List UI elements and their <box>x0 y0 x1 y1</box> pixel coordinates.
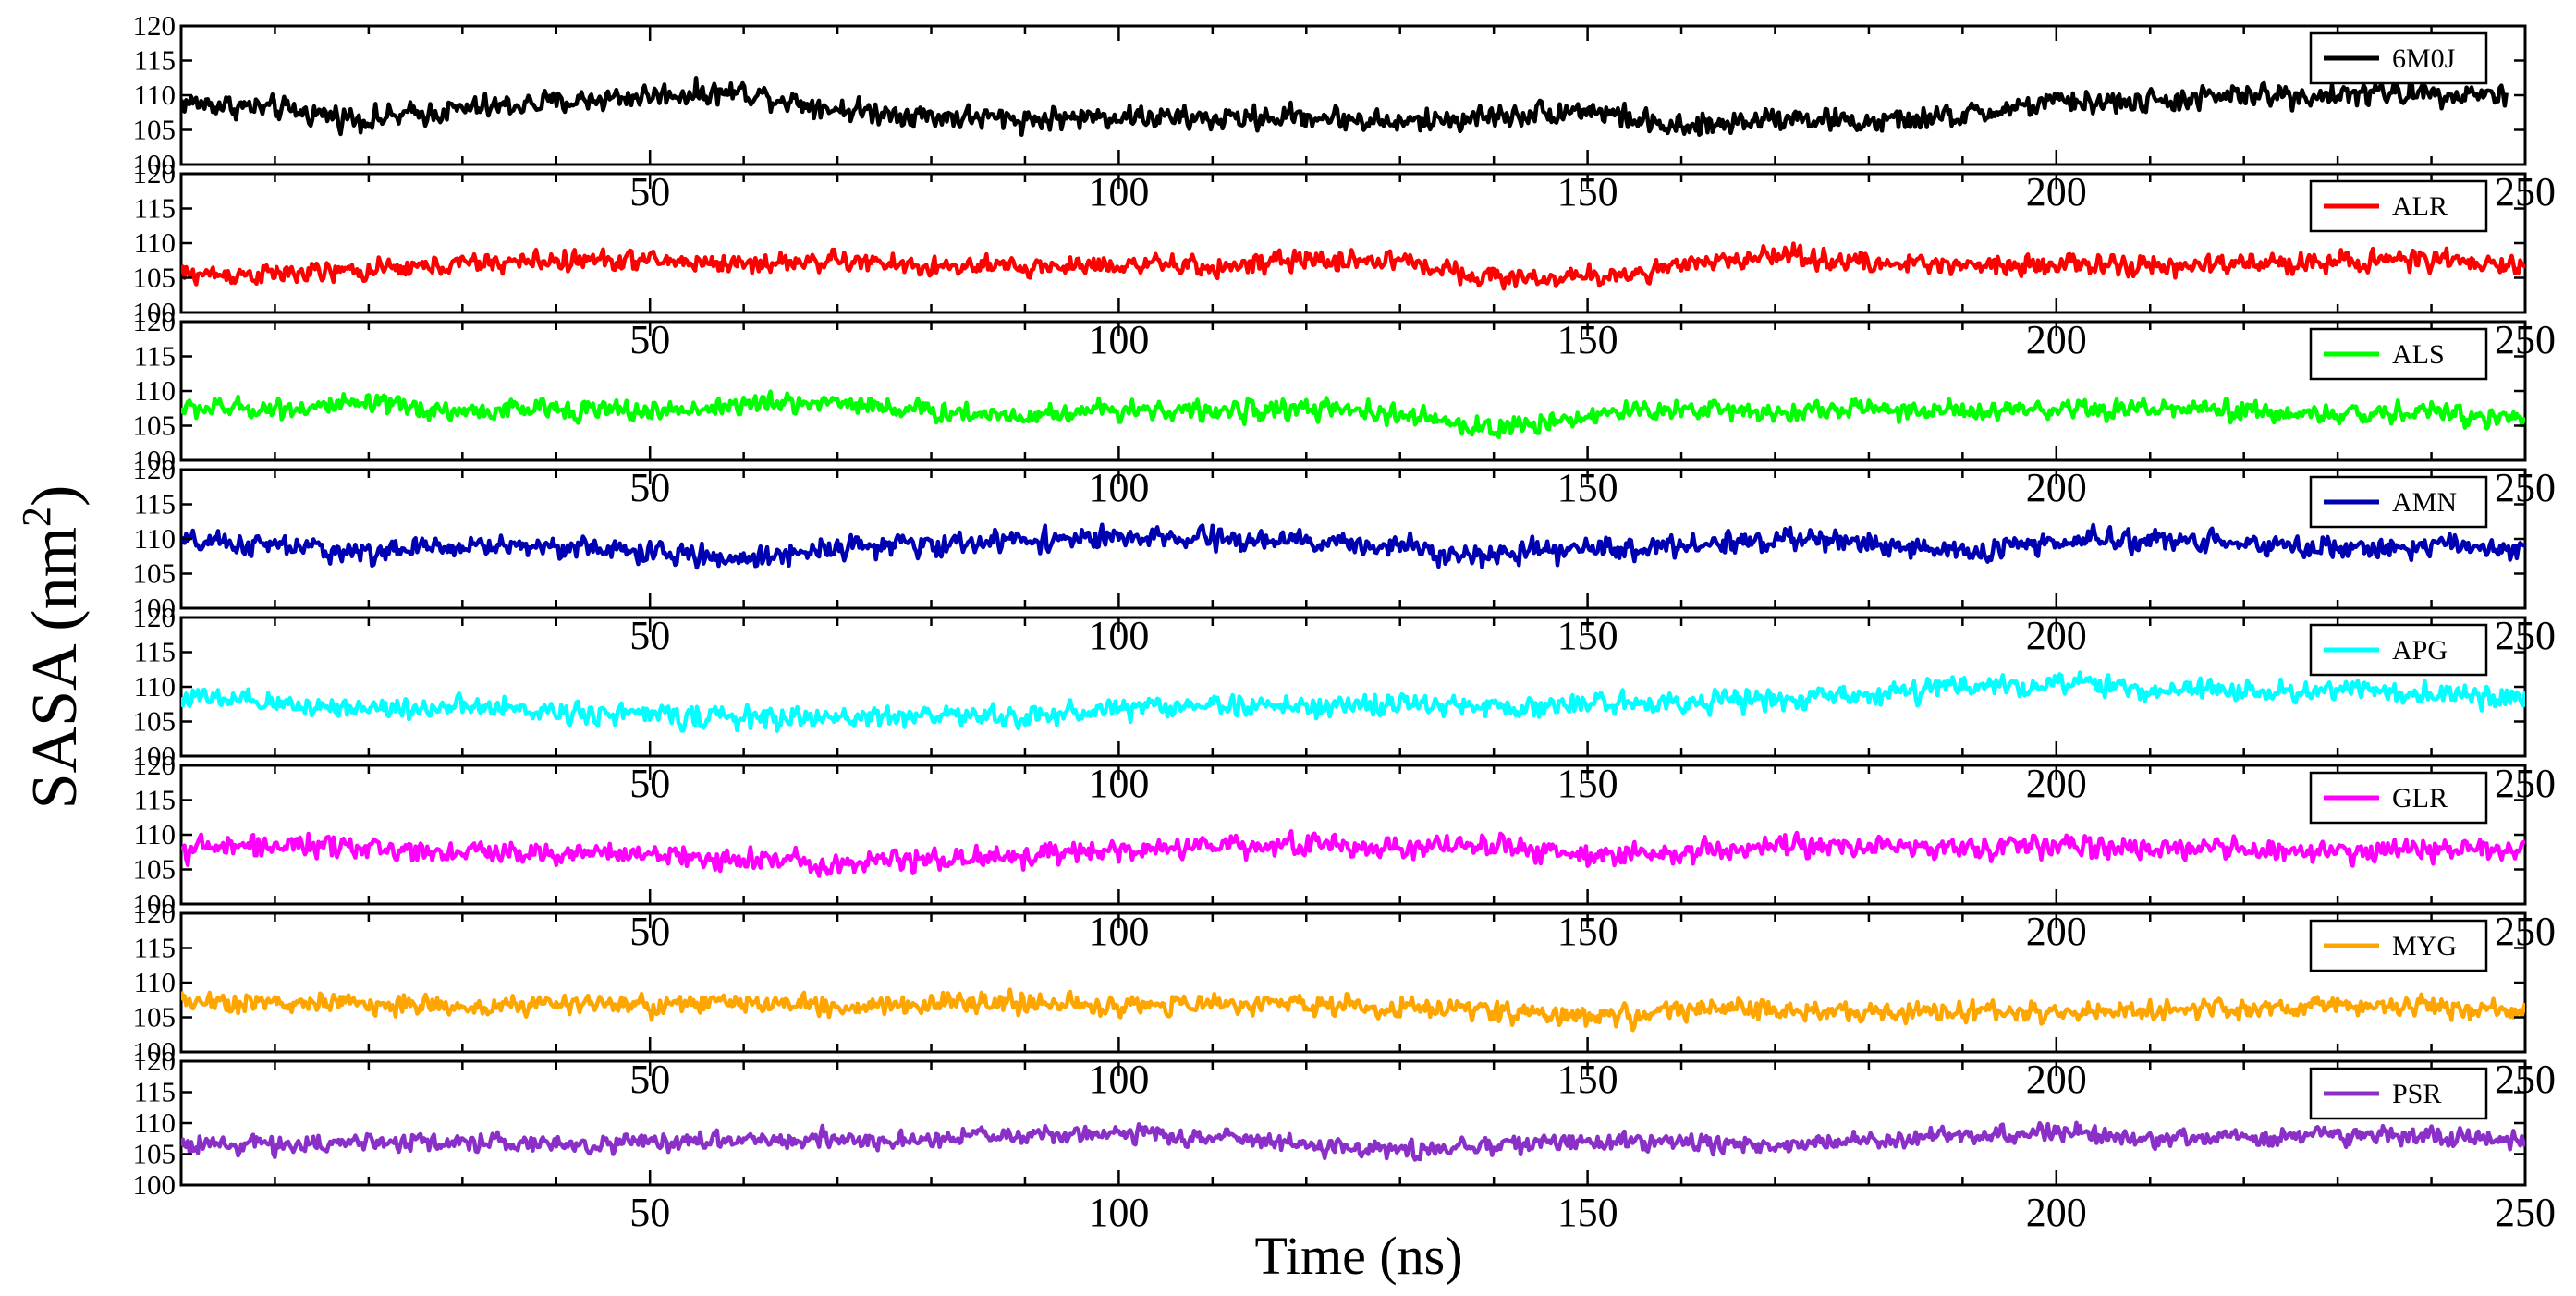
legend-glr: GLR <box>2309 771 2488 825</box>
legend-6m0j: 6M0J <box>2309 31 2488 85</box>
x-tick-label: 150 <box>1557 1190 1618 1235</box>
y-tick-label: 110 <box>134 818 176 850</box>
y-tick-label: 100 <box>133 592 177 624</box>
legend-myg: MYG <box>2309 919 2488 972</box>
y-tick-label: 105 <box>133 853 177 886</box>
panel-frame <box>179 1059 2527 1187</box>
legend-box <box>2309 179 2488 233</box>
legend-apg: APG <box>2309 623 2488 677</box>
legend-label: MYG <box>2392 931 2457 961</box>
x-tick-label: 250 <box>2495 1190 2556 1235</box>
svg-text:SASA (nm2): SASA (nm2) <box>14 485 91 810</box>
series-line-psr <box>181 1120 2525 1162</box>
y-tick-label: 105 <box>133 1138 177 1170</box>
y-tick-label: 110 <box>134 79 176 111</box>
y-tick-label: 120 <box>133 1045 177 1077</box>
y-tick-label: 105 <box>133 410 177 442</box>
panel-frame <box>179 764 2527 906</box>
y-tick-label: 105 <box>133 557 177 590</box>
series-line-glr <box>181 828 2525 878</box>
y-axis-label-main: SASA (nm <box>19 527 91 809</box>
y-tick-label: 115 <box>134 192 176 225</box>
y-tick-label: 115 <box>134 636 176 668</box>
y-tick-label: 105 <box>133 262 177 294</box>
y-tick-label: 120 <box>133 897 177 929</box>
x-tick-label: 100 <box>1088 1190 1149 1235</box>
y-tick-label: 120 <box>133 305 177 337</box>
series-line-alr <box>181 241 2525 291</box>
legend-label: ALS <box>2392 339 2445 370</box>
series-line-apg <box>181 670 2525 733</box>
legend-label: APG <box>2392 635 2448 666</box>
panel-frame <box>179 172 2527 314</box>
legend-label: GLR <box>2392 783 2448 813</box>
y-tick-label: 110 <box>134 374 176 407</box>
y-tick-label: 120 <box>133 453 177 485</box>
y-tick-label: 115 <box>134 932 176 964</box>
y-tick-label: 115 <box>134 784 176 816</box>
panel-frame <box>179 320 2527 462</box>
y-tick-label: 110 <box>134 1106 176 1139</box>
y-tick-label: 100 <box>133 296 177 328</box>
y-tick-label: 100 <box>133 1168 177 1201</box>
series-line-myg <box>181 987 2525 1033</box>
y-axis-label-superscript: 2 <box>14 507 59 527</box>
y-tick-label: 100 <box>133 887 177 920</box>
y-tick-label: 120 <box>133 601 177 633</box>
y-tick-label: 100 <box>133 1035 177 1068</box>
legend-psr: PSR <box>2309 1067 2488 1120</box>
y-tick-label: 115 <box>134 44 176 77</box>
legend-label: ALR <box>2392 191 2448 222</box>
panel-frame <box>179 911 2527 1054</box>
y-tick-label: 110 <box>134 966 176 998</box>
y-tick-label: 105 <box>133 114 177 146</box>
panel-frame <box>179 24 2527 166</box>
y-tick-label: 115 <box>134 340 176 373</box>
y-tick-label: 110 <box>134 670 176 703</box>
y-tick-label: 115 <box>134 488 176 520</box>
y-axis-label: SASA (nm2) <box>14 485 91 810</box>
y-tick-label: 110 <box>134 522 176 555</box>
x-axis-label: Time (ns) <box>1254 1226 1462 1286</box>
y-tick-label: 100 <box>133 148 177 180</box>
legend-label: PSR <box>2392 1079 2441 1109</box>
legend-label: AMN <box>2392 487 2457 518</box>
y-tick-label: 100 <box>133 740 177 772</box>
series-line-6m0j <box>181 76 2509 137</box>
series-line-als <box>181 389 2525 440</box>
series-line-amn <box>181 522 2525 570</box>
y-tick-label: 105 <box>133 1001 177 1033</box>
y-axis-label-suffix: ) <box>19 485 91 507</box>
y-tick-label: 120 <box>133 9 177 42</box>
x-tick-label: 50 <box>629 1190 670 1235</box>
y-tick-label: 120 <box>133 157 177 190</box>
y-tick-label: 100 <box>133 444 177 476</box>
x-tick-label: 200 <box>2026 1190 2087 1235</box>
legend-label: 6M0J <box>2392 43 2456 74</box>
legend-amn: AMN <box>2309 475 2488 529</box>
legend-als: ALS <box>2309 327 2488 381</box>
y-tick-label: 105 <box>133 705 177 738</box>
y-tick-label: 115 <box>134 1076 176 1108</box>
y-tick-label: 110 <box>134 226 176 259</box>
y-tick-label: 120 <box>133 749 177 781</box>
legend-alr: ALR <box>2309 179 2488 233</box>
